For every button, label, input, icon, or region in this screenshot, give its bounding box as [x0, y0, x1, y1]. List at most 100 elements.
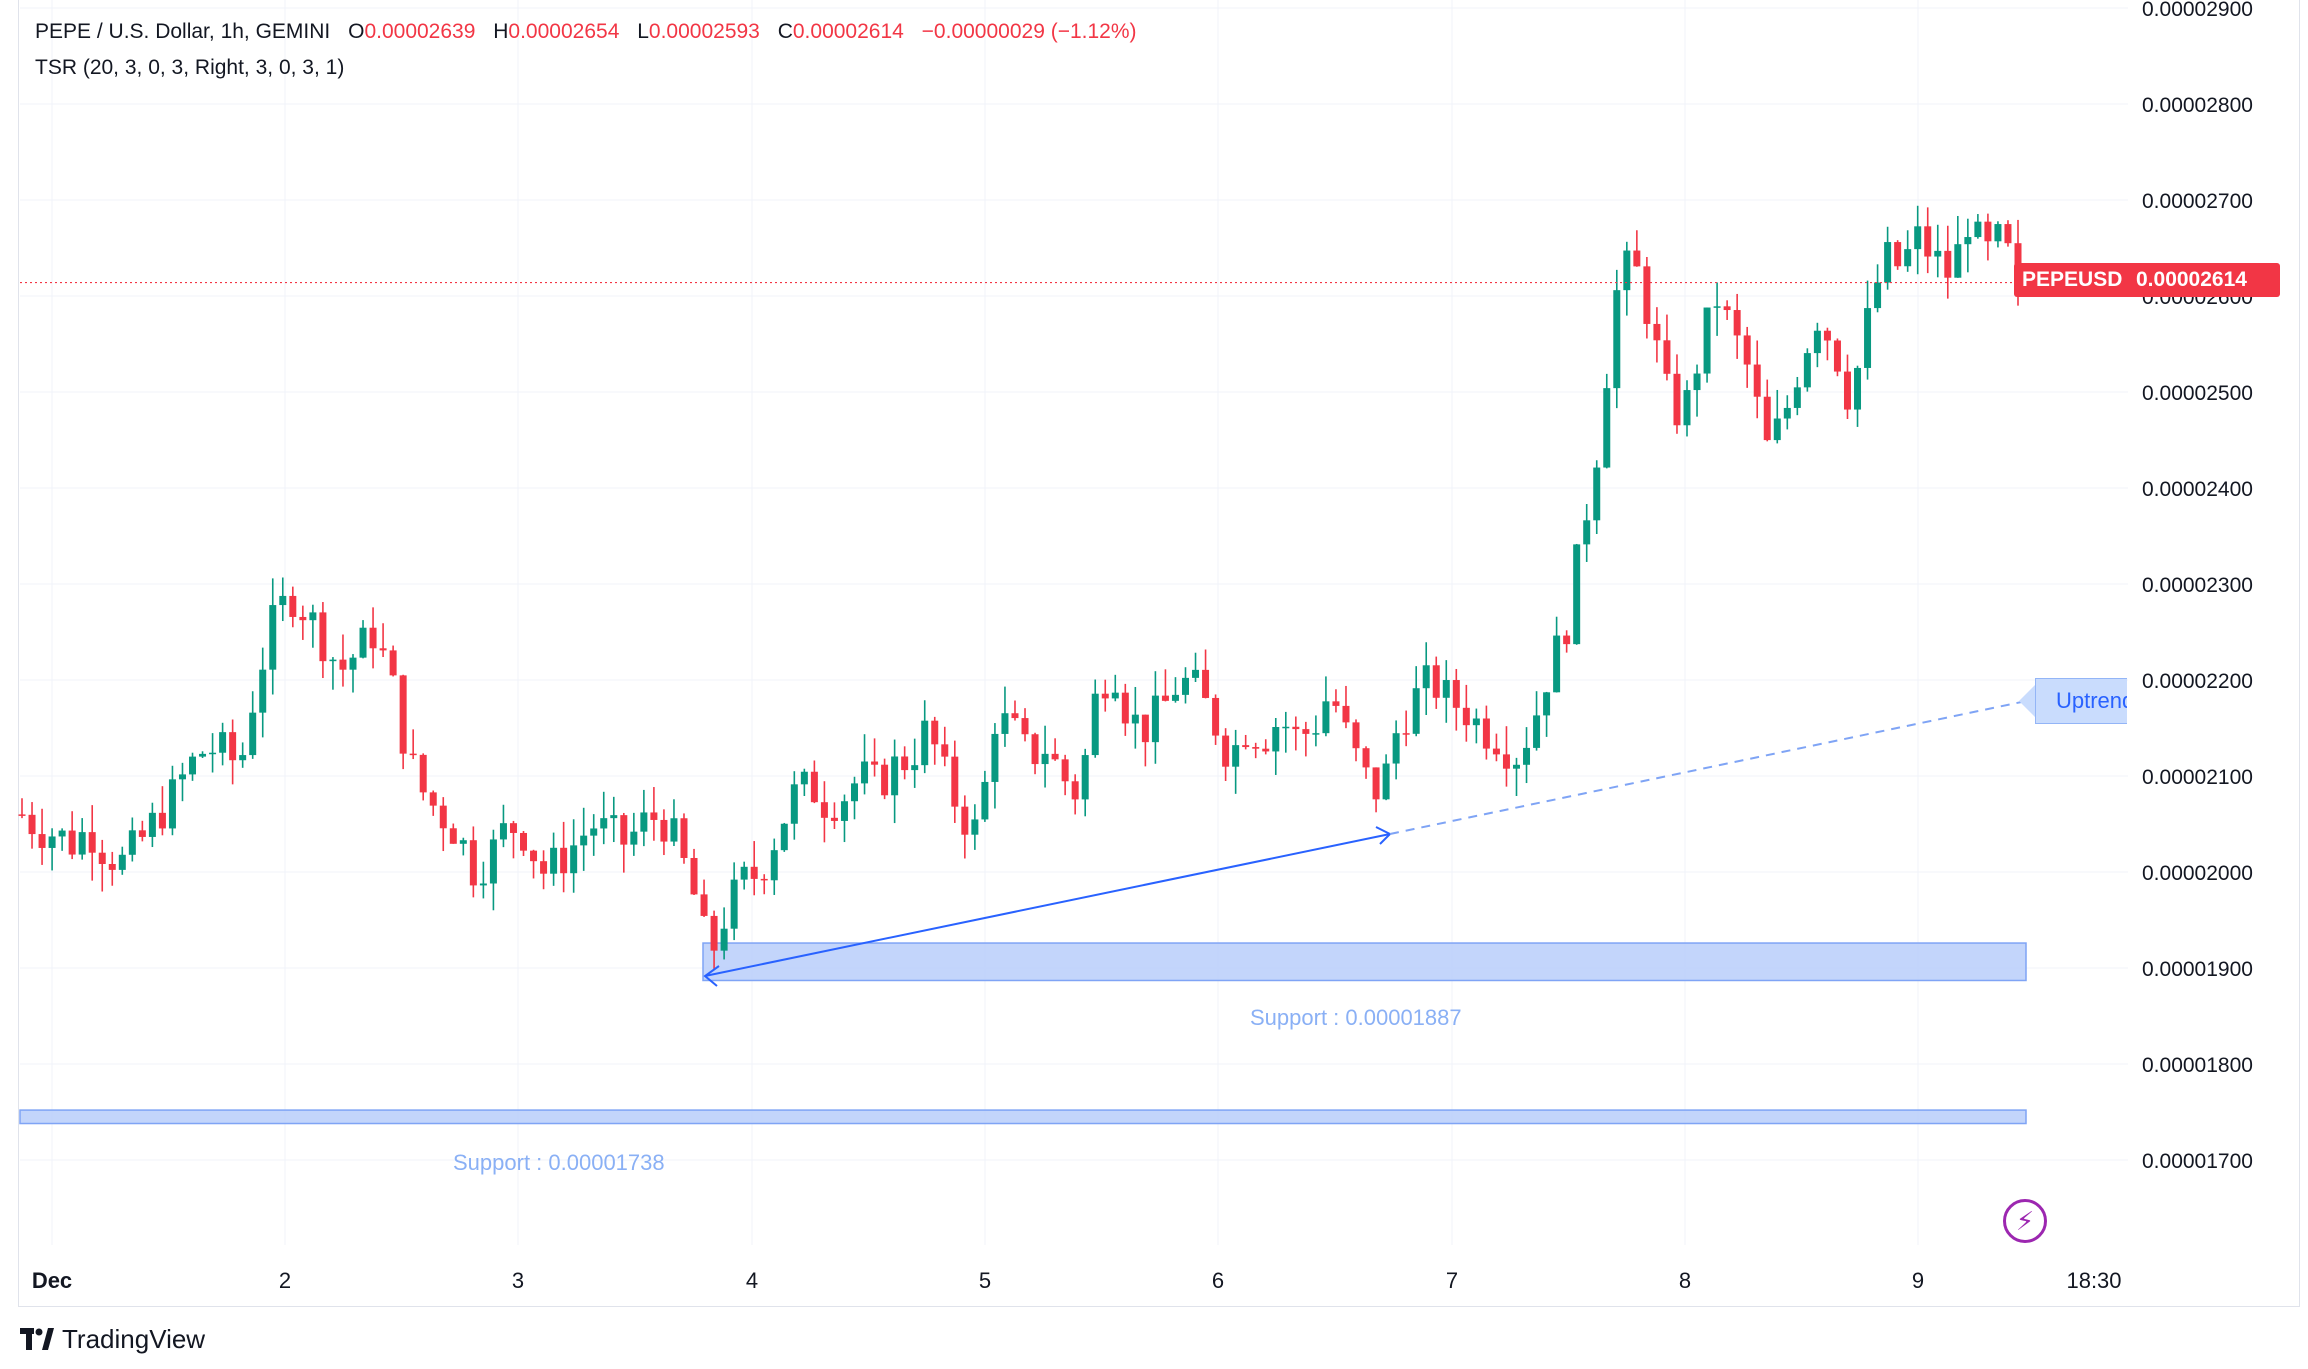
lightning-icon[interactable]: ⚡ — [2003, 1199, 2047, 1243]
candle-body — [1091, 693, 1099, 756]
x-tick-label: 5 — [979, 1268, 991, 1293]
candle-body — [419, 754, 427, 793]
candle-body — [209, 752, 217, 755]
y-tick-label: 0.00002400 — [2142, 478, 2253, 501]
candle-body — [750, 866, 758, 879]
chart-frame[interactable] — [18, 0, 2300, 1307]
candle-body — [1322, 701, 1330, 734]
candle-body — [58, 830, 66, 837]
y-tick-label: 0.00002000 — [2142, 862, 2253, 885]
candle-body — [1854, 367, 1862, 410]
candle-body — [269, 605, 277, 670]
candle-body — [1292, 726, 1300, 730]
candle-body — [158, 812, 166, 829]
y-tick-label: 0.00001700 — [2142, 1150, 2253, 1173]
candle-body — [1161, 695, 1169, 701]
candle-body — [1422, 665, 1430, 689]
legend-open-label: O — [348, 20, 365, 43]
candle-body — [1121, 692, 1129, 724]
x-tick-label: Dec — [32, 1268, 72, 1293]
candle-body — [1533, 715, 1541, 748]
candle-body — [1833, 340, 1841, 372]
candle-body — [1583, 520, 1591, 545]
candles — [18, 205, 2022, 970]
y-tick-label: 0.00001900 — [2142, 958, 2253, 981]
tradingview-logo[interactable]: TradingView — [20, 1322, 205, 1356]
candle-body — [570, 845, 578, 874]
y-tick-label: 0.00002900 — [2142, 0, 2253, 21]
candle-body — [1924, 226, 1932, 257]
uptrend-label[interactable]: Uptrend — [2035, 678, 2127, 724]
candle-body — [1563, 635, 1571, 645]
candle-body — [520, 832, 528, 851]
y-tick-label: 0.00002300 — [2142, 574, 2253, 597]
candle-body — [871, 761, 879, 765]
support-upper-label: Support : 0.00001887 — [1250, 1005, 1462, 1030]
candle-body — [1081, 755, 1089, 800]
x-tick-label: 8 — [1679, 1268, 1691, 1293]
candle-body — [48, 836, 56, 848]
candle-body — [1803, 353, 1811, 388]
candle-body — [1462, 707, 1470, 726]
price-axis: 0.000029000.000028000.000027000.00002600… — [2142, 0, 2253, 1173]
legend-indicator[interactable]: TSR (20, 3, 0, 3, Right, 3, 0, 3, 1) — [35, 56, 345, 79]
candle-body — [1131, 714, 1139, 724]
candle-body — [1613, 290, 1621, 389]
candle-body — [1452, 680, 1460, 708]
candle-body — [941, 744, 949, 757]
candle-body — [1272, 727, 1280, 752]
candle-body — [1392, 733, 1400, 764]
candle-body — [1171, 694, 1179, 701]
candle-body — [1994, 224, 2002, 242]
tradingview-mark-icon — [20, 1328, 54, 1350]
candle-body — [760, 878, 768, 881]
last-price-tag: 0.00002614 — [2128, 263, 2280, 297]
candle-body — [1222, 735, 1230, 767]
candle-body — [1974, 221, 1982, 238]
candle-body — [830, 817, 838, 821]
candle-body — [509, 823, 517, 833]
candle-body — [650, 812, 658, 820]
candle-body — [580, 835, 588, 846]
candle-body — [700, 894, 708, 916]
candle-body — [1151, 695, 1159, 743]
candle-body — [1242, 745, 1250, 748]
candle-body — [1603, 388, 1611, 468]
candle-body — [851, 783, 859, 802]
candle-body — [1713, 306, 1721, 308]
legend-change: −0.00000029 (−1.12%) — [921, 20, 1137, 43]
candle-body — [710, 915, 718, 951]
candle-body — [1031, 734, 1039, 765]
candle-body — [1823, 330, 1831, 341]
candle-body — [399, 675, 407, 754]
candle-body — [1352, 722, 1360, 749]
candle-body — [1523, 747, 1531, 765]
candle-body — [199, 753, 207, 757]
candle-body — [1342, 705, 1350, 723]
candle-body — [600, 818, 608, 829]
candle-body — [1402, 733, 1410, 735]
time-axis: Dec 2 3 4 5 6 7 8 9 18:30 — [32, 1268, 2122, 1293]
candle-body — [1703, 307, 1711, 374]
candle-body — [1101, 693, 1109, 699]
candle-body — [1252, 747, 1260, 749]
candle-body — [1312, 733, 1320, 735]
candle-body — [1623, 250, 1631, 291]
candle-body — [189, 756, 197, 775]
candle-body — [630, 831, 638, 845]
x-tick-label: 2 — [279, 1268, 291, 1293]
candle-body — [820, 802, 828, 818]
candle-body — [108, 863, 116, 870]
candle-body — [309, 612, 317, 621]
candle-body — [1472, 718, 1480, 726]
candle-body — [1232, 745, 1240, 767]
candle-body — [881, 764, 889, 796]
symbol-price-tag: PEPEUSD — [2014, 263, 2131, 297]
candle-body — [259, 669, 267, 713]
candle-body — [1864, 308, 1872, 368]
candle-body — [911, 765, 919, 771]
candle-body — [991, 733, 999, 782]
candle-body — [1492, 748, 1500, 755]
candle-body — [640, 812, 648, 832]
